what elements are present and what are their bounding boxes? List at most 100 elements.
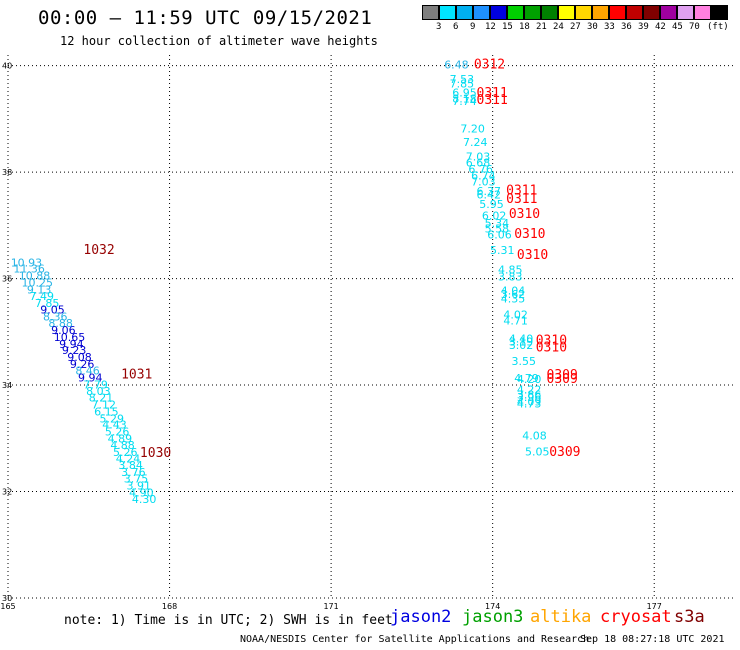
- legend-swatch: [541, 5, 558, 20]
- lon-tick-label: 174: [485, 602, 500, 611]
- time-tag: 0312: [474, 57, 505, 72]
- swh-value: 3.84: [118, 459, 143, 472]
- mission-jason3: jason3: [462, 607, 524, 627]
- swh-value: 9.23: [62, 344, 87, 357]
- swh-value: 7.85: [35, 297, 60, 310]
- swh-value: 6.02: [482, 209, 507, 222]
- swh-value: 6.68: [466, 156, 491, 169]
- legend-label: 27: [570, 22, 581, 32]
- swh-value: 4.71: [503, 314, 527, 327]
- legend-label: 12: [485, 22, 496, 32]
- swh-value: 4.22: [517, 384, 542, 397]
- swh-value: 7.49: [30, 290, 55, 303]
- swh-value: 3.76: [121, 466, 146, 479]
- swh-value: 3.75: [124, 472, 149, 485]
- credit-line: NOAA/NESDIS Center for Satellite Applica…: [240, 634, 590, 645]
- swh-value: 9.05: [40, 304, 65, 317]
- swh-value: 3.83: [498, 271, 523, 284]
- legend-swatch: [592, 5, 609, 20]
- swh-value: 4.30: [132, 493, 157, 506]
- legend-label: 15: [502, 22, 513, 32]
- axis-labels: 165 168 171 174 177 40 38 36 34 32 30: [0, 62, 662, 611]
- swh-value: 9.08: [67, 351, 92, 364]
- lon-tick-label: 165: [0, 602, 15, 611]
- swh-value: 6.74: [471, 170, 496, 183]
- legend-swatch: [575, 5, 592, 20]
- swh-value: 10.93: [11, 256, 43, 269]
- page-subtitle: 12 hour collection of altimeter wave hei…: [60, 34, 378, 48]
- map-grid: [7, 55, 735, 599]
- legend-label: 70: [689, 22, 700, 32]
- swh-value: 4.89: [108, 433, 132, 446]
- legend-label: 6: [453, 22, 459, 32]
- time-tags: 0312031103110311031103100310031003100310…: [83, 57, 580, 461]
- swh-value: 3.86: [517, 388, 542, 401]
- legend-swatch: [422, 5, 439, 20]
- swh-value: 3.96: [517, 391, 542, 404]
- legend-swatch: [456, 5, 473, 20]
- swh-value: 4.09: [517, 395, 542, 408]
- swh-value: 7.79: [83, 378, 108, 391]
- legend-label: 21: [536, 22, 547, 32]
- swh-value: 4.88: [110, 439, 134, 452]
- time-tag: 0310: [536, 341, 567, 356]
- legend-swatch: [439, 5, 456, 20]
- legend-label: 33: [604, 22, 615, 32]
- legend-swatch: [694, 5, 711, 20]
- legend-label: 42: [655, 22, 666, 32]
- swh-value: 9.26: [70, 358, 95, 371]
- swh-value: 5.34: [485, 217, 510, 230]
- swh-value: 8.88: [48, 317, 72, 330]
- legend-label: 9: [470, 22, 476, 32]
- swh-value: 4.85: [498, 263, 523, 276]
- swh-value: 4.02: [503, 309, 527, 322]
- time-tag: 0311: [506, 192, 537, 207]
- footer-note: note: 1) Time is in UTC; 2) SWH is in fe…: [64, 613, 393, 628]
- swh-value: 7.74: [452, 95, 477, 108]
- time-tag: 1030: [140, 446, 171, 461]
- legend-swatch: [524, 5, 541, 20]
- legend-swatch: [558, 5, 575, 20]
- time-tag: 0311: [477, 93, 508, 108]
- swh-value: 4.43: [102, 419, 127, 432]
- mission-jason2: jason2: [390, 607, 452, 627]
- swh-value: 5.26: [105, 426, 130, 439]
- time-tag: 1031: [121, 368, 152, 383]
- mission-s3a: s3a: [674, 607, 705, 627]
- swh-value: 5.29: [100, 412, 125, 425]
- swh-value: 8.46: [75, 364, 100, 377]
- swh-value: 9.94: [59, 338, 83, 351]
- swh-value: 4.35: [501, 293, 526, 306]
- swh-value: 3.91: [126, 479, 151, 492]
- lat-tick-label: 30: [2, 594, 12, 603]
- swh-value: 8.36: [43, 311, 68, 324]
- swh-value: 5.05: [525, 445, 550, 458]
- legend-swatch: [473, 5, 490, 20]
- swh-value: 10.65: [54, 331, 86, 344]
- time-tag: 0309: [549, 445, 580, 460]
- swh-value: 4.08: [522, 429, 547, 442]
- legend-swatch: [711, 5, 728, 20]
- swh-value: 4.73: [517, 397, 542, 410]
- lon-tick-label: 168: [162, 602, 177, 611]
- swh-value: 6.37: [477, 185, 502, 198]
- swh-value: 6.15: [94, 405, 119, 418]
- legend-swatch: [507, 5, 524, 20]
- time-tag: 0309: [547, 372, 578, 387]
- swh-value: 7.53: [450, 73, 475, 86]
- mission-cryosat: cryosat: [600, 607, 672, 627]
- swh-value: 8.18: [452, 92, 477, 105]
- legend-swatch: [660, 5, 677, 20]
- swh-value: 4.79: [514, 372, 539, 385]
- swh-value: 3.02: [509, 339, 534, 352]
- legend-swatch: [677, 5, 694, 20]
- mission-altika: altika: [530, 607, 592, 627]
- swh-labels: 10.9311.3610.8810.259.137.497.859.058.36…: [11, 58, 550, 506]
- swh-value: 6.48: [444, 58, 469, 71]
- legend-label: 39: [638, 22, 649, 32]
- legend-swatch: [490, 5, 507, 20]
- legend-unit: (ft): [707, 22, 729, 32]
- time-tag: 0309: [547, 368, 578, 383]
- legend-label: 24: [553, 22, 564, 32]
- swh-value: 5.95: [479, 198, 504, 211]
